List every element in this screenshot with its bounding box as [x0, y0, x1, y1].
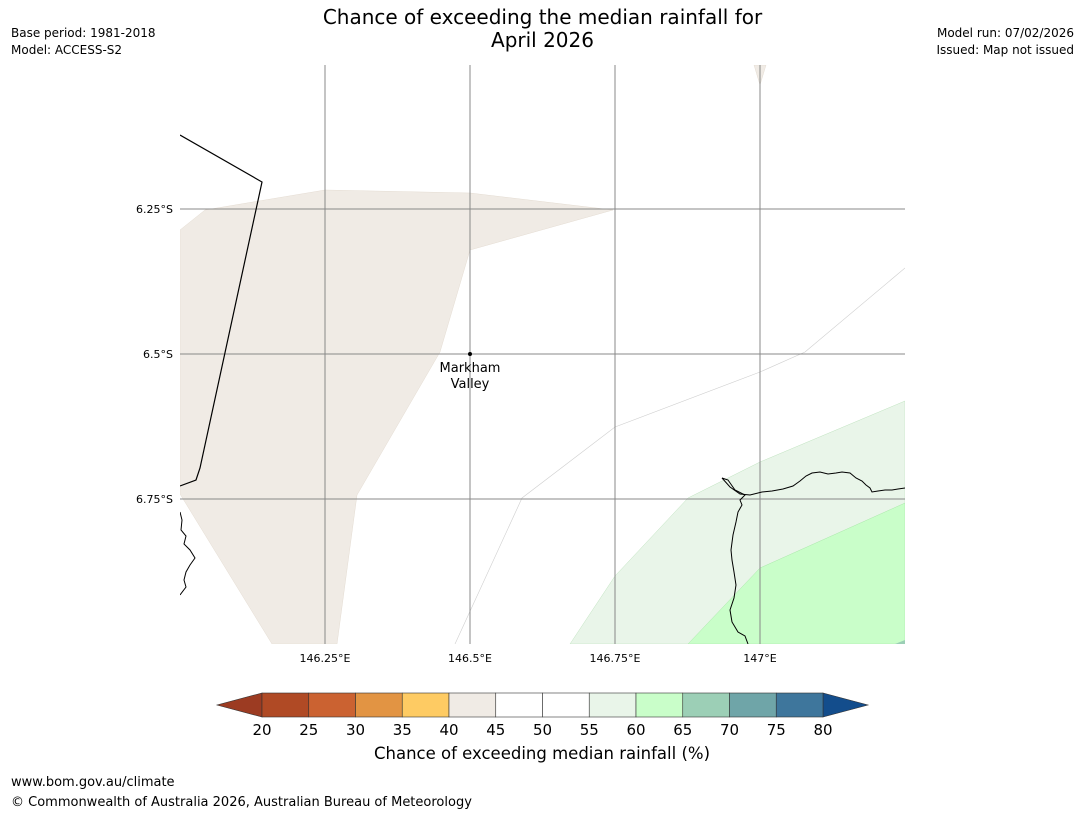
longitude-labels: 146.25°E 146.5°E 146.75°E 147°E: [300, 652, 777, 665]
place-label-line-1: Markham: [440, 361, 501, 376]
colorbar-bin: [635, 692, 684, 718]
colorbar-tick-label: 35: [393, 721, 412, 739]
colorbar-bin: [308, 692, 356, 718]
map-title: Chance of exceeding the median rainfall …: [250, 6, 835, 52]
colorbar-tick-label: 60: [626, 721, 645, 739]
map-frame: [180, 65, 905, 644]
colorbar-tick-label: 45: [486, 721, 505, 739]
region-60-65: [687, 502, 905, 644]
issued-status: Issued: Map not issued: [936, 43, 1074, 57]
lat-label: 6.75°S: [136, 493, 173, 506]
place-label-line-2: Valley: [451, 377, 490, 392]
region-40-45: [180, 189, 614, 644]
colorbar-bin: [542, 692, 590, 718]
colorbar-bin: [775, 692, 824, 718]
colorbar-over-arrow: [822, 692, 870, 718]
colorbar-tick-label: 70: [720, 721, 739, 739]
colorbar: 20 25 30 35 40 45 50 55 60 65 70 75 80: [215, 692, 870, 739]
colorbar-tick-label: 40: [439, 721, 458, 739]
colorbar-under-arrow: [215, 692, 263, 718]
colorbar-tick-label: 80: [813, 721, 832, 739]
footer-copyright: © Commonwealth of Australia 2026, Austra…: [11, 795, 472, 810]
colorbar-label: Chance of exceeding median rainfall (%): [373, 744, 711, 763]
lon-label: 146.25°E: [300, 652, 351, 665]
colorbar-bin: [355, 692, 403, 718]
model-name: Model: ACCESS-S2: [11, 43, 123, 57]
colorbar-tick-label: 75: [767, 721, 786, 739]
markham-valley-marker: [468, 352, 472, 356]
colorbar-bin: [729, 692, 777, 718]
graticule: [180, 65, 905, 644]
contour-50: [454, 267, 905, 644]
run-info: Model run: 07/02/2026 Issued: Map not is…: [936, 25, 1074, 59]
coastline-north-east: [721, 471, 905, 496]
colorbar-bin: [588, 692, 637, 718]
border-line: [180, 134, 263, 487]
colorbar-tick-label: 50: [533, 721, 552, 739]
colorbar-tick-label: 55: [580, 721, 599, 739]
colorbar-tick-label: 30: [346, 721, 365, 739]
model-run: Model run: 07/02/2026: [936, 26, 1074, 40]
latitude-labels: 6.25°S 6.5°S 6.75°S: [136, 203, 173, 506]
colorbar-tick-label: 65: [673, 721, 692, 739]
colorbar-tick-label: 25: [299, 721, 318, 739]
title-line-2: April 2026: [491, 28, 594, 52]
coastline-west: [180, 511, 196, 596]
lat-label: 6.25°S: [136, 203, 173, 216]
colorbar-tick-label: 20: [252, 721, 271, 739]
colorbar-bin: [448, 692, 497, 718]
lon-label: 147°E: [743, 652, 776, 665]
footer-url[interactable]: www.bom.gov.au/climate: [11, 775, 175, 790]
base-period: Base period: 1981-2018: [11, 26, 156, 40]
colorbar-bin: [495, 692, 543, 718]
lon-label: 146.5°E: [448, 652, 492, 665]
lon-label: 146.75°E: [590, 652, 641, 665]
lat-label: 6.5°S: [143, 348, 173, 361]
region-65-70: [895, 640, 905, 644]
colorbar-bin: [261, 692, 310, 718]
model-info: Base period: 1981-2018 Model: ACCESS-S2: [11, 25, 156, 59]
colorbar-bin: [401, 692, 450, 718]
colorbar-bin: [682, 692, 730, 718]
title-line-1: Chance of exceeding the median rainfall …: [322, 5, 763, 29]
